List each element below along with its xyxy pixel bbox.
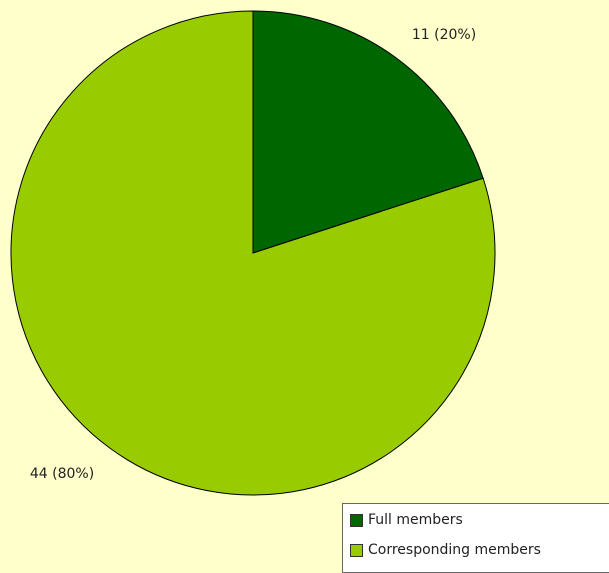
legend-item-full-members: Full members [350,512,463,528]
pie-slice-corresponding-members [10,10,496,496]
legend-item-corresponding-members: Corresponding members [350,542,541,558]
legend: Full members Corresponding members [342,503,609,573]
legend-swatch-corresponding-members [350,543,363,557]
legend-swatch-full-members [350,513,363,527]
slice-data-label: 44 (80%) [30,466,94,482]
pie-slice-full-members [252,10,484,254]
legend-label: Full members [368,512,463,528]
slice-data-label: 11 (20%) [412,27,476,43]
legend-label: Corresponding members [368,542,541,558]
